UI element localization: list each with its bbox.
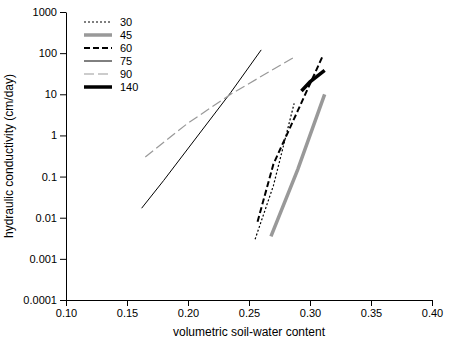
tick-label: 0.1	[42, 171, 57, 183]
tick-mark	[60, 259, 66, 260]
plot: 0.100.150.200.250.300.350.400.00010.0010…	[23, 6, 443, 319]
tick-mark	[127, 300, 128, 306]
tick-mark	[60, 12, 66, 13]
tick: 10	[45, 88, 66, 100]
tick-label: 0.0001	[23, 294, 57, 306]
tick-mark	[66, 300, 67, 306]
chart: 0.100.150.200.250.300.350.400.00010.0010…	[0, 0, 450, 346]
tick-label: 0.001	[29, 253, 57, 265]
tick: 1000	[33, 6, 66, 18]
legend-item: 45	[84, 29, 132, 41]
tick-label: 0.25	[239, 307, 260, 319]
tick-label: 0.35	[361, 307, 382, 319]
tick: 0.20	[178, 300, 199, 319]
tick: 0.15	[117, 300, 138, 319]
tick-mark	[60, 177, 66, 178]
tick: 0.0001	[23, 294, 66, 306]
tick-label: 100	[39, 47, 57, 59]
tick: 0.40	[422, 300, 443, 319]
legend-item: 140	[84, 81, 138, 93]
tick: 0.30	[300, 300, 321, 319]
legend-swatch	[84, 33, 112, 37]
tick-label: 10	[45, 88, 57, 100]
tick: 0.01	[36, 212, 66, 224]
tick-mark	[188, 300, 189, 306]
tick-label: 1	[51, 129, 57, 141]
legend-swatch	[84, 47, 112, 49]
tick: 1	[51, 129, 66, 141]
tick: 0.10	[56, 300, 77, 319]
tick-mark	[60, 94, 66, 95]
tick-mark	[371, 300, 372, 306]
tick-label: 0.15	[117, 307, 138, 319]
tick: 0.25	[239, 300, 260, 319]
legend-label: 75	[120, 55, 132, 67]
legend-item: 90	[84, 68, 132, 80]
series-line	[145, 57, 294, 157]
tick-label: 0.01	[36, 212, 57, 224]
y-axis: 0.0001 0.001 0.01 0.1 1 10 100 1000	[23, 6, 66, 306]
x-axis: 0.10 0.15 0.20 0.25 0.30 0.35 0.40	[56, 300, 443, 319]
tick-mark	[60, 300, 66, 301]
tick-mark	[432, 300, 433, 306]
legend-item: 60	[84, 42, 132, 54]
series-line	[271, 94, 325, 236]
series-line	[255, 103, 294, 239]
series-line	[301, 70, 324, 91]
tick-mark	[310, 300, 311, 306]
legend-swatch	[84, 21, 112, 22]
series-group	[142, 50, 325, 239]
legend-swatch	[84, 61, 112, 62]
legend-label: 140	[120, 81, 138, 93]
legend-label: 30	[120, 16, 132, 28]
tick-mark	[60, 53, 66, 54]
tick-mark	[249, 300, 250, 306]
legend-label: 60	[120, 42, 132, 54]
tick-mark	[60, 218, 66, 219]
tick-label: 0.40	[422, 307, 443, 319]
series-line	[142, 50, 262, 208]
tick: 0.001	[29, 253, 66, 265]
tick-label: 0.20	[178, 307, 199, 319]
tick-label: 0.30	[300, 307, 321, 319]
legend-swatch	[84, 85, 112, 89]
y-axis-title: hydraulic conductivity (cm/day)	[2, 74, 16, 238]
tick: 0.1	[42, 171, 66, 183]
legend: 3045607590140	[84, 16, 138, 93]
legend-item: 75	[84, 55, 132, 67]
tick: 100	[39, 47, 66, 59]
legend-label: 90	[120, 68, 132, 80]
tick-label: 1000	[33, 6, 57, 18]
tick-label: 0.10	[56, 307, 77, 319]
legend-label: 45	[120, 29, 132, 41]
x-axis-title: volumetric soil-water content	[173, 325, 326, 339]
axis-line	[66, 13, 67, 301]
legend-swatch	[84, 73, 112, 74]
tick-mark	[60, 135, 66, 136]
legend-item: 30	[84, 16, 132, 28]
tick: 0.35	[361, 300, 382, 319]
